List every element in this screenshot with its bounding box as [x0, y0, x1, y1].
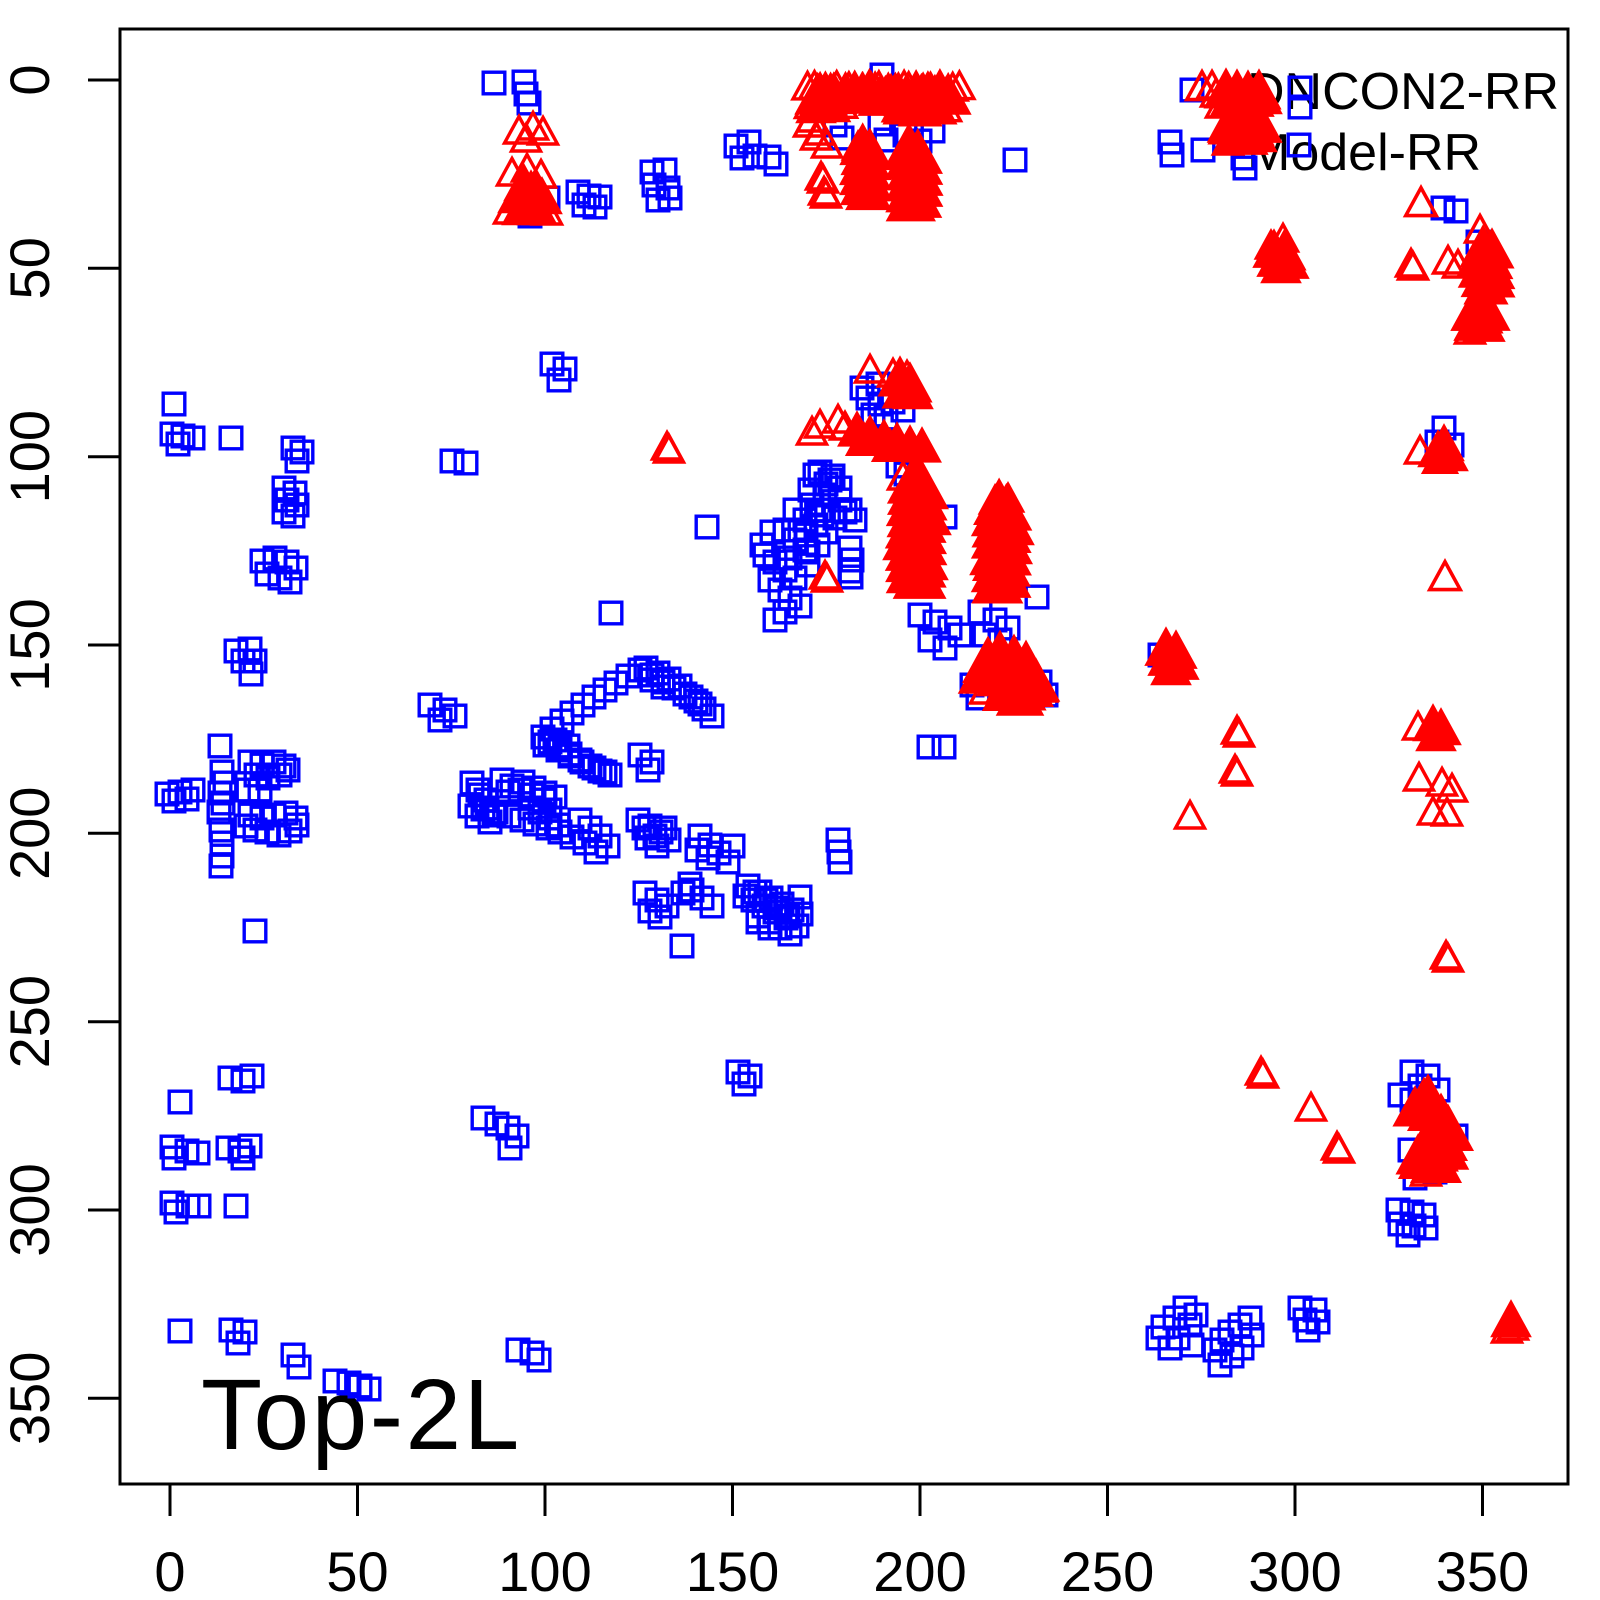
svg-text:200: 200	[873, 1540, 966, 1600]
svg-text:50: 50	[0, 237, 61, 299]
svg-text:150: 150	[0, 598, 61, 691]
svg-text:0: 0	[0, 64, 61, 95]
svg-text:Model-RR: Model-RR	[1247, 124, 1481, 182]
svg-text:350: 350	[0, 1352, 61, 1445]
svg-text:100: 100	[498, 1540, 591, 1600]
svg-text:50: 50	[326, 1540, 388, 1600]
svg-text:350: 350	[1436, 1540, 1529, 1600]
svg-text:DNCON2-RR: DNCON2-RR	[1247, 63, 1559, 121]
svg-text:100: 100	[0, 410, 61, 503]
svg-text:250: 250	[0, 975, 61, 1068]
svg-text:150: 150	[686, 1540, 779, 1600]
svg-text:0: 0	[154, 1540, 185, 1600]
svg-text:300: 300	[1248, 1540, 1341, 1600]
svg-text:250: 250	[1061, 1540, 1154, 1600]
svg-text:200: 200	[0, 787, 61, 880]
svg-text:300: 300	[0, 1163, 61, 1256]
